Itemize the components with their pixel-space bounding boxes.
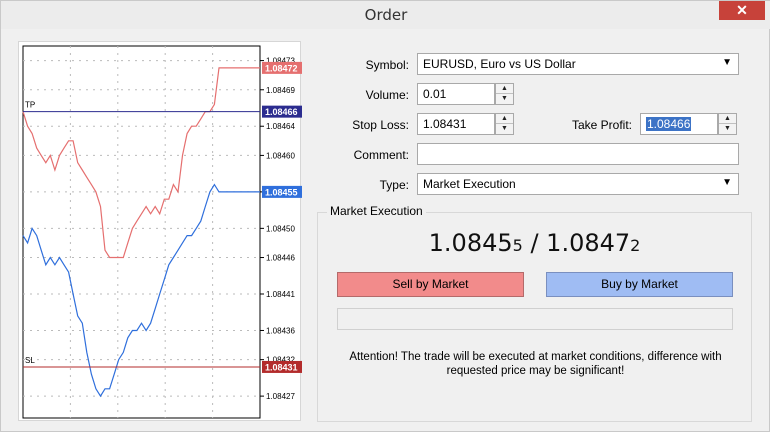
- tick-chart-svg: 1.08473 1.08469 1.08464 1.08460 1.08455 1.084…: [22, 45, 302, 419]
- stop-loss-stepper[interactable]: ▲ ▼: [495, 113, 514, 135]
- symbol-label: Symbol:: [365, 58, 409, 72]
- stop-loss-label: Stop Loss:: [352, 118, 409, 132]
- ask-price-line: [22, 67, 260, 259]
- bid-price: 1.0845: [428, 229, 513, 257]
- bid-price-line: [22, 183, 260, 398]
- type-value: Market Execution: [423, 177, 516, 191]
- execution-progress-bar: [337, 308, 733, 330]
- volume-up-arrow-icon[interactable]: ▲: [496, 84, 513, 94]
- comment-label: Comment:: [353, 148, 409, 162]
- tp-price-tag-label: 1.08466: [265, 107, 298, 117]
- price-quote: 1.08455 / 1.08472: [317, 229, 752, 257]
- bid-price-tag: [262, 185, 302, 198]
- axis-tick-label: 1.08469: [266, 86, 295, 95]
- buy-by-market-button[interactable]: Buy by Market: [546, 272, 733, 297]
- take-profit-value: 1.08466: [646, 117, 692, 131]
- chevron-down-icon[interactable]: ▼: [722, 57, 732, 68]
- take-profit-up-arrow-icon[interactable]: ▲: [719, 114, 736, 124]
- sl-price-tag-label: 1.08431: [265, 362, 298, 372]
- title-bar: Order ✕: [1, 1, 770, 29]
- sl-line-label: SL: [25, 356, 35, 365]
- bid-pip: 5: [512, 236, 523, 255]
- ask-price-tag-label: 1.08472: [265, 63, 298, 73]
- market-execution-group: [317, 212, 752, 422]
- close-button[interactable]: ✕: [719, 1, 765, 20]
- axis-tick-label: 1.08436: [266, 326, 295, 335]
- window-title: Order: [364, 6, 408, 24]
- volume-input[interactable]: 0.01: [417, 83, 495, 105]
- tick-chart: 1.08473 1.08469 1.08464 1.08460 1.08455 1.084…: [18, 41, 302, 421]
- axis-tick-label: 1.08473: [266, 57, 295, 66]
- price-separator: /: [522, 229, 547, 257]
- stop-loss-up-arrow-icon[interactable]: ▲: [496, 114, 513, 124]
- stop-loss-input[interactable]: 1.08431: [417, 113, 495, 135]
- attention-message: Attention! The trade will be executed at…: [349, 351, 722, 377]
- close-icon[interactable]: ✕: [736, 2, 748, 18]
- bid-price-tag-label: 1.08455: [265, 187, 298, 197]
- ask-pip: 2: [630, 236, 641, 255]
- market-execution-title: Market Execution: [327, 204, 426, 218]
- axis-tick-label: 1.08441: [266, 290, 295, 299]
- axis-tick-label: 1.08432: [266, 356, 295, 365]
- axis-tick-label: 1.08464: [266, 122, 295, 131]
- ask-price-tag: [262, 61, 302, 74]
- take-profit-input[interactable]: 1.08466: [640, 113, 718, 135]
- volume-stepper[interactable]: ▲ ▼: [495, 83, 514, 105]
- symbol-select[interactable]: EURUSD, Euro vs US Dollar ▼: [417, 53, 739, 75]
- tp-line-label: TP: [25, 101, 35, 110]
- chart-frame: [22, 45, 261, 419]
- volume-label: Volume:: [365, 88, 409, 102]
- tp-price-tag: [262, 105, 302, 118]
- stop-loss-down-arrow-icon[interactable]: ▼: [501, 125, 508, 132]
- axis-tick-label: 1.08450: [266, 224, 295, 233]
- axis-tick-label: 1.08446: [266, 254, 295, 263]
- sell-by-market-button[interactable]: Sell by Market: [337, 272, 524, 297]
- axis-tick-label: 1.08427: [266, 392, 295, 401]
- take-profit-stepper[interactable]: ▲ ▼: [718, 113, 737, 135]
- type-label: Type:: [379, 178, 409, 192]
- ask-price: 1.0847: [546, 229, 631, 257]
- symbol-value: EURUSD, Euro vs US Dollar: [423, 57, 576, 71]
- volume-down-arrow-icon[interactable]: ▼: [501, 95, 508, 102]
- chevron-down-icon[interactable]: ▼: [722, 177, 732, 188]
- axis-tick-label: 1.08460: [266, 151, 295, 160]
- sl-price-tag: [262, 360, 302, 373]
- type-select[interactable]: Market Execution ▼: [417, 173, 739, 195]
- take-profit-label: Take Profit:: [571, 118, 632, 132]
- comment-input[interactable]: [417, 143, 739, 165]
- take-profit-down-arrow-icon[interactable]: ▼: [724, 125, 731, 132]
